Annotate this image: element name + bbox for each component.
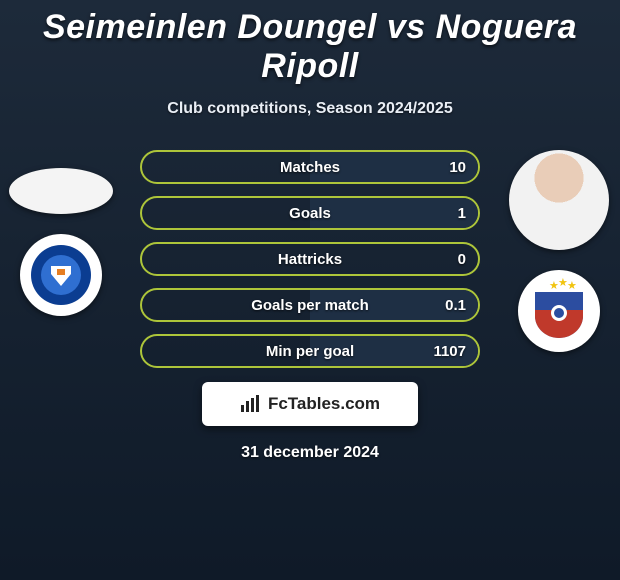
subtitle: Club competitions, Season 2024/2025 (0, 100, 620, 118)
stat-value-right: 10 (449, 159, 466, 176)
bengaluru-crest-icon: ★ ★ ★ (518, 270, 600, 352)
brand-text: FcTables.com (268, 394, 380, 414)
stat-bar: Goals per match 0.1 (140, 288, 480, 322)
right-club-crest: ★ ★ ★ (518, 270, 600, 352)
brand-card: FcTables.com (202, 382, 418, 426)
stat-label: Goals (289, 205, 331, 222)
right-player-avatar (509, 150, 609, 250)
left-player-avatar (9, 168, 113, 214)
stat-value-right: 1 (458, 205, 466, 222)
stat-label: Matches (280, 159, 340, 176)
snapshot-date: 31 december 2024 (0, 444, 620, 462)
page-title: Seimeinlen Doungel vs Noguera Ripoll (0, 0, 620, 86)
jamshedpur-crest-icon (30, 244, 92, 306)
left-player-column (6, 150, 116, 316)
stat-bar: Matches 10 (140, 150, 480, 184)
right-player-column: ★ ★ ★ (504, 150, 614, 352)
svg-text:★: ★ (567, 280, 577, 292)
bar-fill-right (310, 198, 478, 228)
stat-label: Min per goal (266, 343, 354, 360)
bars-icon (240, 395, 262, 413)
stat-label: Hattricks (278, 251, 342, 268)
stat-bar: Goals 1 (140, 196, 480, 230)
stat-label: Goals per match (251, 297, 369, 314)
stat-bar: Min per goal 1107 (140, 334, 480, 368)
comparison-stage: ★ ★ ★ Matches 10 Goals 1 Hattricks 0 Goals per… (0, 150, 620, 462)
stat-bar: Hattricks 0 (140, 242, 480, 276)
stat-value-right: 0.1 (445, 297, 466, 314)
stat-bars: Matches 10 Goals 1 Hattricks 0 Goals per match… (140, 150, 480, 368)
stat-value-right: 0 (458, 251, 466, 268)
stat-value-right: 1107 (433, 343, 466, 360)
left-club-crest (20, 234, 102, 316)
